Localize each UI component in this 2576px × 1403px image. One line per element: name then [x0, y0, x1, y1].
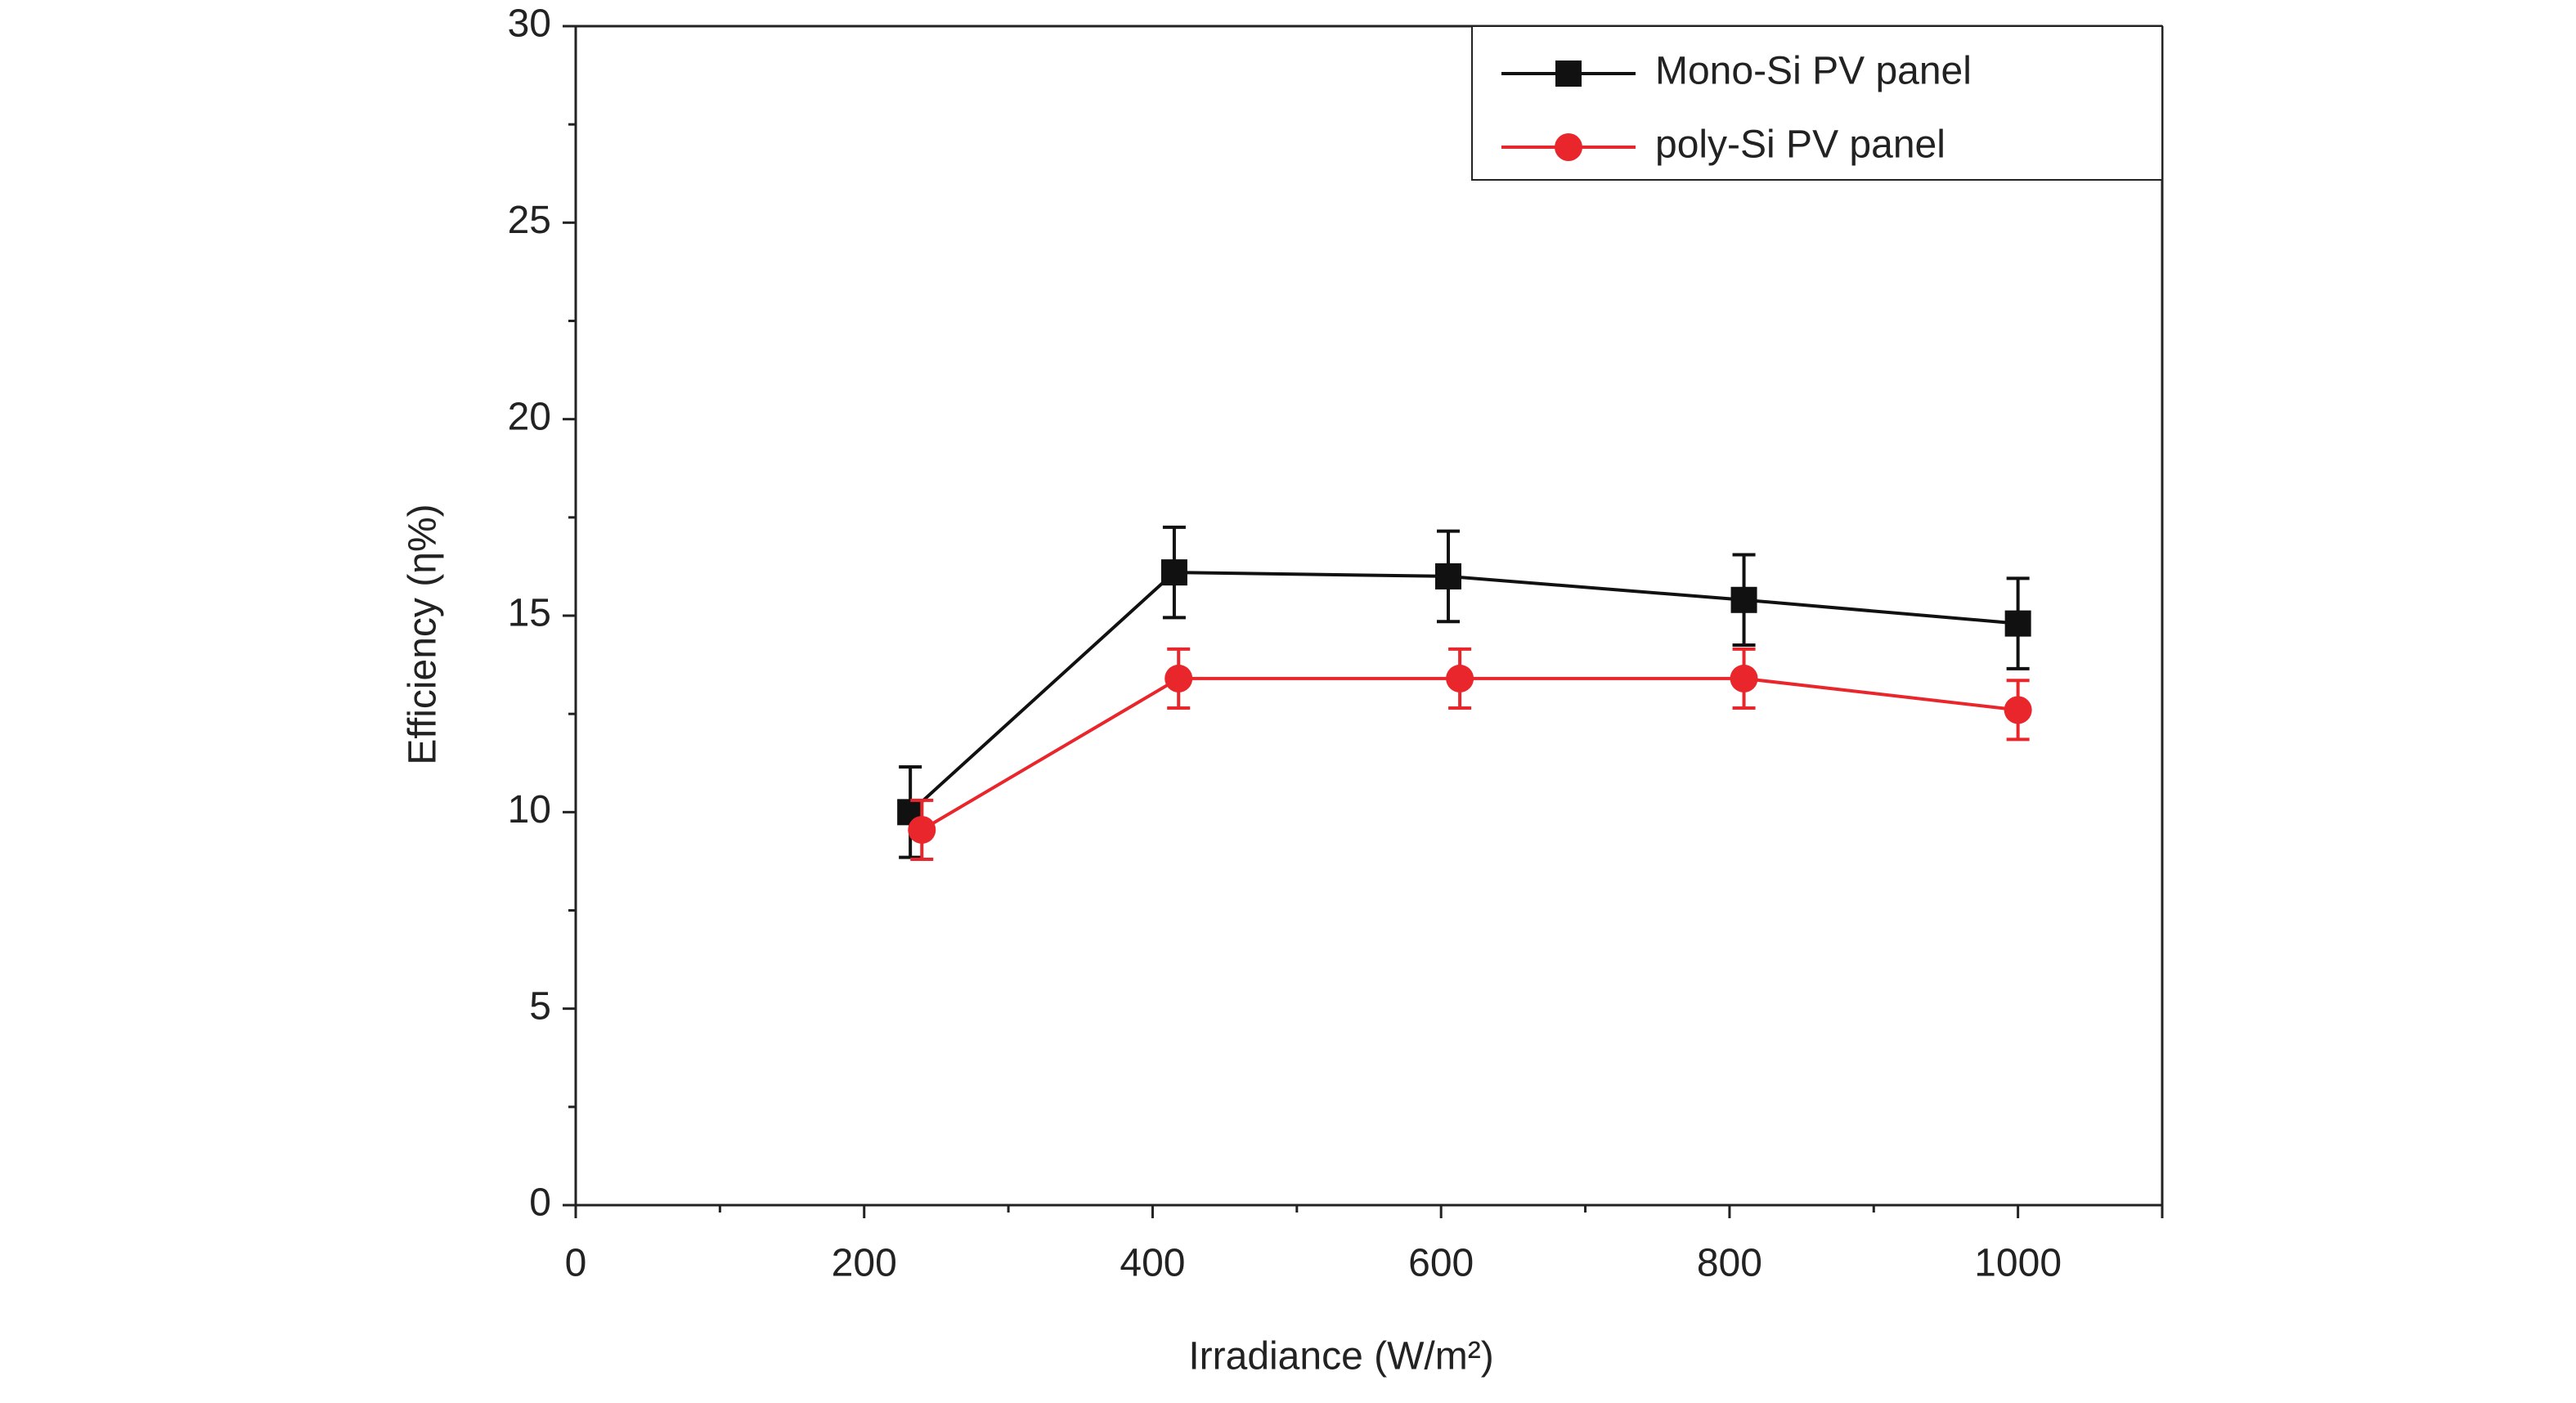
x-tick-label: 1000: [1974, 1242, 2062, 1285]
data-point: [908, 815, 936, 844]
data-point: [1730, 664, 1758, 693]
y-axis-label: Efficiency (η%): [402, 504, 445, 764]
legend-marker: [1555, 61, 1582, 87]
y-tick-label: 25: [508, 199, 551, 242]
y-tick-label: 0: [529, 1181, 551, 1225]
data-point: [1446, 664, 1474, 693]
data-point: [1435, 563, 1461, 589]
x-tick-label: 0: [565, 1242, 587, 1285]
y-tick-label: 15: [508, 592, 551, 635]
data-point: [2004, 610, 2031, 637]
legend-marker: [1555, 133, 1582, 161]
data-point: [1165, 664, 1193, 693]
y-tick-label: 5: [529, 984, 551, 1028]
y-tick-label: 30: [508, 2, 551, 46]
legend-box: [1471, 25, 2163, 181]
data-point: [1730, 586, 1757, 613]
x-tick-label: 400: [1120, 1242, 1185, 1285]
y-tick-label: 20: [508, 395, 551, 438]
data-point: [1160, 559, 1187, 586]
x-tick-label: 800: [1697, 1242, 1762, 1285]
data-point: [2004, 696, 2032, 724]
legend-label: poly-Si PV panel: [1655, 123, 1945, 167]
x-axis-label: Irradiance (W/m²): [1188, 1335, 1493, 1378]
x-tick-label: 200: [832, 1242, 897, 1285]
legend-label: Mono-Si PV panel: [1655, 50, 1972, 93]
x-tick-label: 600: [1408, 1242, 1474, 1285]
series-line: [921, 676, 2018, 831]
y-tick-label: 10: [508, 788, 551, 831]
